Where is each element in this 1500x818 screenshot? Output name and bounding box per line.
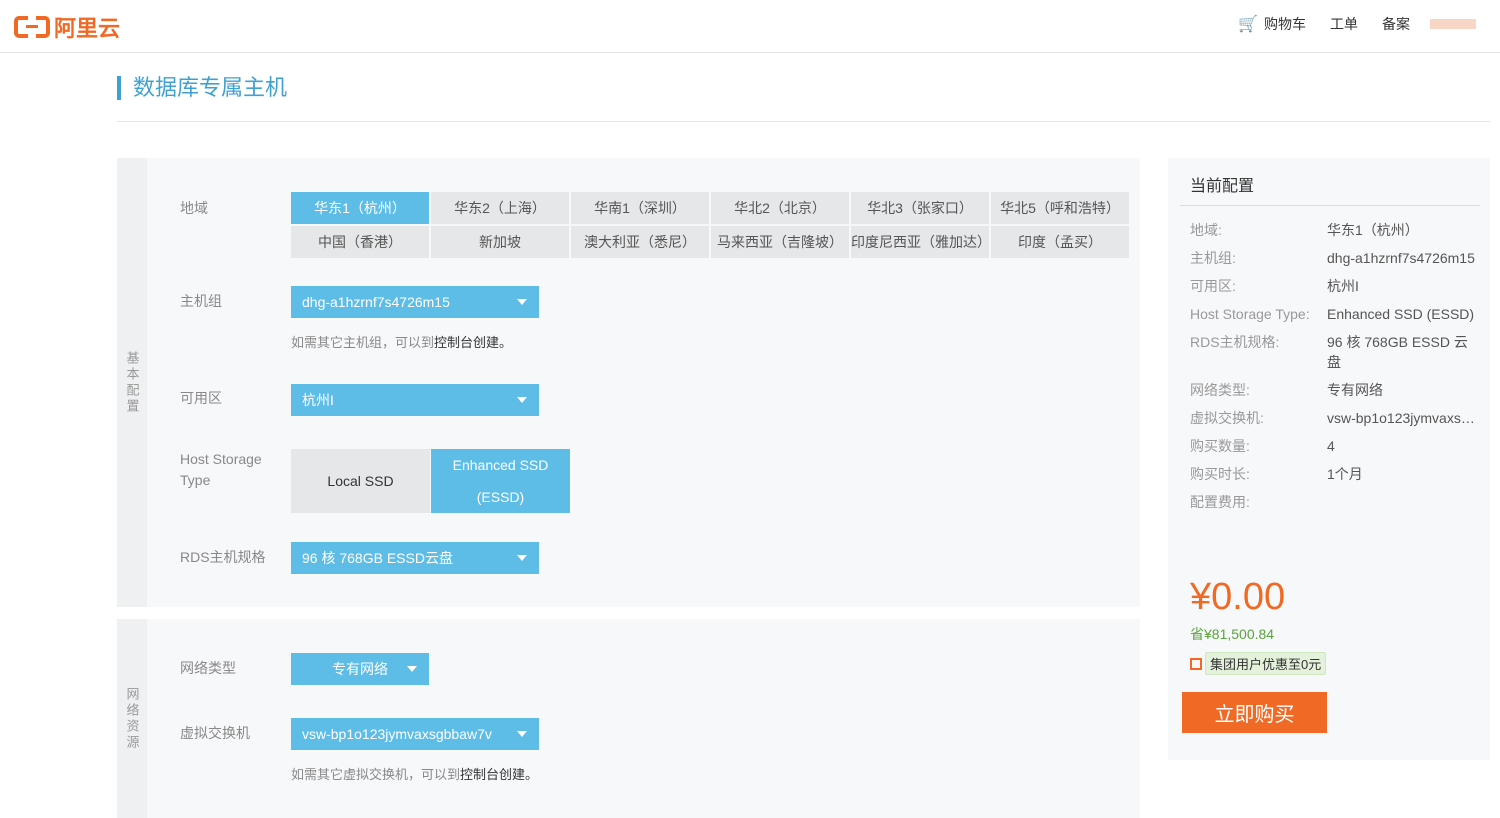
summary-value: vsw-bp1o123jymvaxs… (1327, 410, 1475, 426)
summary-row: Host Storage Type: Enhanced SSD (ESSD) (1190, 304, 1480, 324)
summary-value: 1个月 (1327, 466, 1363, 482)
summary-value: Enhanced SSD (ESSD) (1327, 306, 1475, 322)
summary-row: 网络类型: 专有网络 (1190, 380, 1480, 400)
storage-label: Host Storage Type (180, 451, 262, 488)
summary-panel: 当前配置 地域: 华东1（杭州） 主机组: dhg-a1hzrnf7s4726m15 可… (1168, 158, 1490, 760)
section-label: 基本配置 (117, 158, 147, 607)
summary-rows: 地域: 华东1（杭州） 主机组: dhg-a1hzrnf7s4726m15 可用区: 杭州… (1190, 220, 1480, 520)
spec-select[interactable]: 96 核 768GB ESSD云盘 (291, 542, 539, 574)
basic-config-section: 基本配置 地域 华东1（杭州） 华东2（上海） 华南1（深圳） 华北2（北京） 华北3（… (117, 158, 1140, 607)
region-option[interactable]: 印度（孟买） (991, 226, 1129, 258)
nav-cart[interactable]: 购物车 (1264, 16, 1306, 32)
user-avatar[interactable] (1430, 19, 1476, 29)
summary-value: 96 核 768GB ESSD 云盘 (1327, 334, 1468, 370)
zone-select[interactable]: 杭州I (291, 384, 539, 416)
cart-icon[interactable]: 🛒 (1238, 16, 1258, 33)
summary-key: RDS主机规格: (1190, 334, 1280, 350)
summary-title: 当前配置 (1190, 178, 1255, 195)
region-option[interactable]: 华北3（张家口） (851, 192, 989, 224)
summary-key: 虚拟交换机: (1190, 410, 1264, 426)
hint-text: 如需其它主机组，可以到 (291, 335, 435, 350)
summary-key: 网络类型: (1190, 382, 1250, 398)
summary-key: 地域: (1190, 222, 1222, 238)
network-type-vpc[interactable]: 专有网络 (291, 653, 429, 685)
nav-ticket[interactable]: 工单 (1330, 16, 1358, 32)
divider (117, 121, 1490, 122)
summary-row: 购买数量: 4 (1190, 436, 1480, 456)
logo-icon (14, 15, 50, 39)
summary-key: 购买数量: (1190, 438, 1250, 454)
vswitch-label: 虚拟交换机 (180, 725, 250, 741)
nav-icp[interactable]: 备案 (1382, 16, 1410, 32)
summary-row: 可用区: 杭州I (1190, 276, 1480, 296)
summary-value: dhg-a1hzrnf7s4726m15 (1327, 250, 1475, 266)
zone-label: 可用区 (180, 390, 222, 406)
page-title: 数据库专属主机 (117, 76, 287, 100)
spec-label: RDS主机规格 (180, 549, 266, 565)
promo: 集团用户优惠至0元 (1190, 652, 1327, 675)
network-type-label: 网络类型 (180, 660, 236, 676)
storage-local-ssd[interactable]: Local SSD (291, 449, 430, 513)
summary-row: 主机组: dhg-a1hzrnf7s4726m15 (1190, 248, 1480, 268)
summary-key: 主机组: (1190, 250, 1236, 266)
region-option[interactable]: 华东1（杭州） (291, 192, 429, 224)
summary-key: Host Storage Type: (1190, 306, 1310, 322)
region-option[interactable]: 马来西亚（吉隆坡） (711, 226, 849, 258)
summary-row: 购买时长: 1个月 (1190, 464, 1480, 484)
summary-value: 4 (1327, 438, 1335, 454)
gift-icon (1190, 657, 1202, 670)
price: ¥0.00 (1190, 576, 1286, 618)
region-selector: 华东1（杭州） 华东2（上海） 华南1（深圳） 华北2（北京） 华北3（张家口） 华北5（… (291, 192, 1129, 258)
region-option[interactable]: 华东2（上海） (431, 192, 569, 224)
console-link[interactable]: 控制台创建。 (460, 767, 539, 782)
summary-key: 购买时长: (1190, 466, 1250, 482)
section-label: 网络资源 (117, 619, 147, 818)
vswitch-select[interactable]: vsw-bp1o123jymvaxsgbbaw7v (291, 718, 539, 750)
storage-essd[interactable]: Enhanced SSD (ESSD) (431, 449, 570, 513)
summary-row: 虚拟交换机: vsw-bp1o123jymvaxs… (1190, 408, 1480, 428)
summary-value: 杭州I (1327, 278, 1359, 294)
vswitch-hint: 如需其它虚拟交换机，可以到控制台创建。 (291, 764, 538, 783)
summary-key: 配置费用: (1190, 494, 1250, 510)
top-nav: 🛒 购物车 工单 备案 (1238, 14, 1500, 34)
summary-value: 华东1（杭州） (1327, 222, 1419, 238)
region-label: 地域 (180, 200, 208, 216)
summary-row: 配置费用: (1190, 492, 1480, 512)
promo-tag: 集团用户优惠至0元 (1205, 652, 1327, 675)
region-option[interactable]: 华南1（深圳） (571, 192, 709, 224)
summary-row: 地域: 华东1（杭州） (1190, 220, 1480, 240)
console-link[interactable]: 控制台创建。 (434, 335, 513, 350)
aliyun-logo[interactable]: 阿里云 (14, 11, 120, 43)
region-option[interactable]: 澳大利亚（悉尼） (571, 226, 709, 258)
region-option[interactable]: 中国（香港） (291, 226, 429, 258)
logo-text: 阿里云 (54, 16, 121, 41)
region-option[interactable]: 华北5（呼和浩特） (991, 192, 1129, 224)
summary-row: RDS主机规格: 96 核 768GB ESSD 云盘 (1190, 332, 1480, 372)
buy-now-button[interactable]: 立即购买 (1182, 692, 1327, 733)
region-option[interactable]: 华北2（北京） (711, 192, 849, 224)
region-option[interactable]: 印度尼西亚（雅加达） (851, 226, 991, 258)
network-section: 网络资源 网络类型 专有网络 虚拟交换机 vsw-bp1o123jymvaxsg… (117, 619, 1140, 818)
host-group-select[interactable]: dhg-a1hzrnf7s4726m15 (291, 286, 539, 318)
region-option[interactable]: 新加坡 (431, 226, 569, 258)
divider (1180, 205, 1480, 206)
summary-key: 可用区: (1190, 278, 1236, 294)
host-group-hint: 如需其它主机组，可以到控制台创建。 (291, 332, 512, 351)
savings: 省¥81,500.84 (1190, 626, 1275, 642)
top-header: 阿里云 🛒 购物车 工单 备案 (0, 0, 1500, 53)
hint-text: 如需其它虚拟交换机，可以到 (291, 767, 461, 782)
summary-value: 专有网络 (1327, 382, 1383, 398)
host-group-label: 主机组 (180, 293, 222, 309)
